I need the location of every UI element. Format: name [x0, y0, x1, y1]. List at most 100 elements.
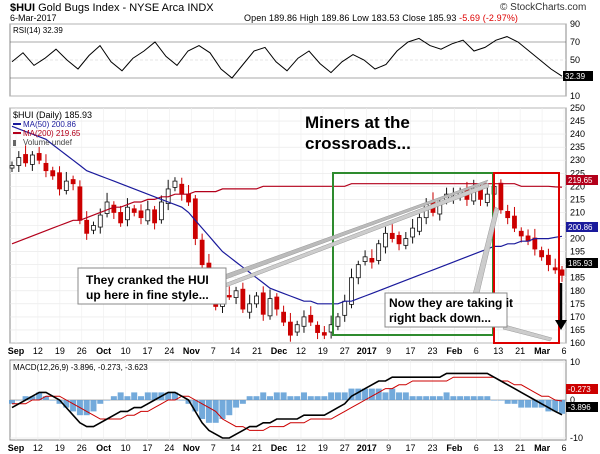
macd-histogram-bar — [450, 396, 457, 400]
price-x-tick-label: 26 — [77, 346, 87, 356]
red-highlight-box — [493, 172, 560, 344]
macd-histogram-bar — [409, 396, 416, 400]
price-x-tick-label: 13 — [493, 346, 503, 356]
macd-x-tick-label: 7 — [211, 443, 216, 453]
candle-body — [281, 311, 287, 323]
price-x-tick-label: 23 — [427, 346, 437, 356]
price-x-tick-label: 7 — [211, 346, 216, 356]
candle-body — [118, 212, 124, 224]
candle-body — [267, 298, 273, 317]
macd-histogram-bar — [470, 396, 477, 400]
price-x-tick-label: 27 — [340, 346, 350, 356]
macd-histogram-bar — [497, 400, 504, 401]
macd-tick-label: -10 — [570, 433, 583, 443]
macd-badge: -3.896 — [566, 402, 598, 412]
candle-body — [63, 180, 69, 191]
candle-body — [43, 162, 49, 172]
candle-body — [417, 217, 422, 232]
macd-histogram-bar — [314, 396, 321, 400]
candle-body — [321, 332, 327, 336]
rsi-badge: 32.39 — [563, 71, 593, 81]
candle-body — [172, 180, 178, 188]
low-value: 183.53 — [371, 13, 400, 23]
macd-histogram-bar — [199, 400, 206, 419]
macd-histogram-bar — [49, 400, 56, 401]
ma50-badge-text: 200.86 — [568, 223, 593, 232]
rsi-badge-text: 32.39 — [565, 72, 586, 81]
rsi-line — [11, 36, 563, 79]
macd-x-tick-label: 21 — [515, 443, 525, 453]
chart-date: 6-Mar-2017 — [10, 13, 57, 23]
candle-body — [50, 170, 56, 177]
price-badge: 185.93 — [566, 258, 598, 268]
close-value: 185.93 — [428, 13, 457, 23]
candle-body — [403, 238, 409, 246]
macd-histogram-bar — [396, 392, 403, 400]
candle-body — [254, 295, 259, 305]
macd-histogram-bar — [531, 400, 538, 408]
macd-histogram-bar — [436, 396, 443, 400]
macd-histogram-bar — [131, 392, 138, 400]
macd-title: MACD(12,26,9) -3.896, -0.273, -3.623 — [13, 363, 148, 372]
rsi-tick-label: 10 — [570, 91, 580, 101]
rsi-title: RSI(14) 32.39 — [13, 26, 63, 35]
candle-body — [396, 235, 402, 245]
candle-body — [240, 288, 246, 310]
macd-histogram-bar — [90, 400, 97, 412]
low-label: Low — [352, 13, 369, 23]
high-value: 189.86 — [321, 13, 350, 23]
price-x-tick-label: Nov — [183, 346, 200, 356]
price-x-tick-label: 17 — [406, 346, 416, 356]
price-tick-label: 170 — [570, 312, 585, 322]
price-x-tick-label: 14 — [230, 346, 240, 356]
macd-histogram-bar — [423, 396, 430, 400]
candle-body — [158, 201, 164, 221]
candle-body — [335, 316, 341, 327]
candle-body — [138, 210, 144, 219]
candle-body — [84, 219, 90, 234]
candle-body — [247, 303, 253, 313]
candle-body — [29, 154, 35, 165]
price-tick-label: 195 — [570, 247, 585, 257]
price-tick-label: 235 — [570, 142, 585, 152]
callout-taking-line1: Now they are taking it — [389, 296, 513, 310]
candle-body — [294, 324, 300, 333]
macd-tick-label: 0 — [570, 395, 575, 405]
macd-layer — [9, 372, 565, 439]
macd-histogram-bar — [15, 400, 22, 401]
ticker: $HUI — [10, 2, 36, 14]
macd-histogram-bar — [375, 388, 382, 400]
macd-badge-text: -3.896 — [568, 403, 591, 412]
price-x-tick-label: Dec — [271, 346, 288, 356]
price-x-tick-label: 12 — [33, 346, 43, 356]
quote-line: Open 189.86 High 189.86 Low 183.53 Close… — [244, 13, 518, 23]
price-tick-label: 225 — [570, 168, 585, 178]
macd-histogram-bar — [429, 396, 436, 400]
candle-body — [349, 277, 354, 305]
price-badge-text: 185.93 — [568, 259, 593, 268]
macd-histogram-bar — [348, 388, 355, 400]
price-x-tick-label: Oct — [96, 346, 111, 356]
macd-histogram-bar — [545, 400, 552, 412]
candle-body — [104, 201, 110, 214]
chart-title: $HUI Gold Bugs Index - NYSE Arca INDX — [10, 2, 214, 14]
macd-histogram-bar — [355, 388, 362, 400]
price-x-tick-label: 17 — [143, 346, 153, 356]
price-x-tick-label: 6 — [474, 346, 479, 356]
macd-histogram-bar — [511, 400, 518, 404]
macd-histogram-bar — [484, 396, 491, 400]
candle-body — [287, 321, 293, 336]
candle-body — [9, 165, 15, 169]
ma50-legend-label: MA(50) 200.86 — [23, 120, 76, 129]
price-tick-label: 250 — [570, 103, 585, 113]
candle-body — [111, 204, 117, 213]
macd-x-tick-label: Sep — [8, 443, 25, 453]
price-x-tick-label: 21 — [252, 346, 262, 356]
price-tick-label: 215 — [570, 194, 585, 204]
macd-x-tick-label: 6 — [561, 443, 566, 453]
price-tick-label: 165 — [570, 325, 585, 335]
macd-histogram-bar — [477, 396, 484, 400]
macd-histogram-bar — [321, 396, 328, 400]
macd-histogram-bar — [178, 400, 185, 401]
